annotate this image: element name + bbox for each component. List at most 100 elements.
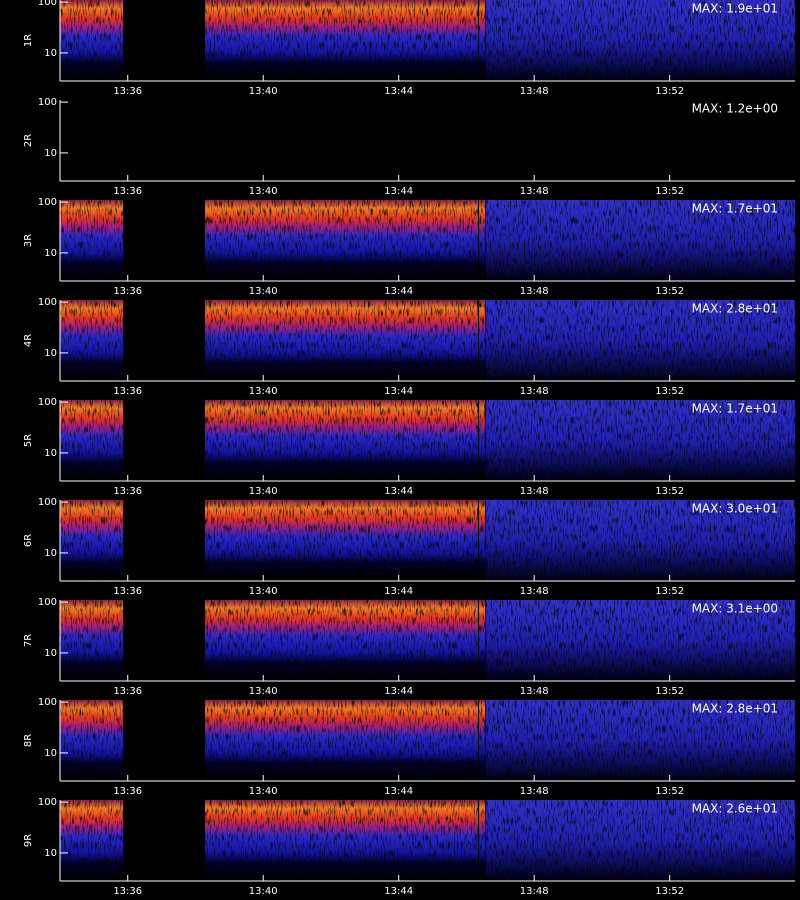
spectrogram-noise (205, 700, 478, 781)
x-tick-label: 13:40 (249, 686, 278, 697)
spectrogram-noise (60, 200, 123, 281)
x-tick-label: 13:48 (520, 686, 549, 697)
x-tick-label: 13:52 (655, 486, 684, 497)
x-tick-label: 13:44 (384, 886, 413, 897)
max-annotation: MAX: 2.8e+01 (692, 702, 778, 716)
x-tick-label: 13:36 (113, 486, 142, 497)
x-tick-label: 13:36 (113, 186, 142, 197)
x-tick-label: 13:36 (113, 886, 142, 897)
y-axis-label: 9R (23, 834, 34, 847)
x-tick-label: 13:36 (113, 86, 142, 97)
spectrogram-noise (479, 400, 485, 481)
spectrogram-noise (486, 600, 795, 681)
x-tick-label: 13:40 (249, 86, 278, 97)
x-tick-label: 13:40 (249, 886, 278, 897)
spectrogram-noise (486, 0, 795, 81)
spectrogram-noise (60, 800, 123, 881)
spectrogram-noise (205, 300, 478, 381)
x-tick-label: 13:40 (249, 286, 278, 297)
spectrogram-noise (486, 800, 795, 881)
y-tick-label: 100 (38, 597, 57, 608)
x-tick-label: 13:52 (655, 386, 684, 397)
max-annotation: MAX: 2.8e+01 (692, 302, 778, 316)
spectrogram-noise (205, 600, 478, 681)
x-tick-label: 13:52 (655, 186, 684, 197)
y-tick-label: 100 (38, 197, 57, 208)
x-tick-label: 13:52 (655, 286, 684, 297)
spectrogram-noise (205, 200, 478, 281)
x-tick-label: 13:40 (249, 386, 278, 397)
x-tick-label: 13:48 (520, 586, 549, 597)
x-tick-label: 13:44 (384, 386, 413, 397)
x-tick-label: 13:40 (249, 186, 278, 197)
max-annotation: MAX: 1.2e+00 (692, 102, 778, 116)
x-tick-label: 13:36 (113, 286, 142, 297)
spectrogram-noise (60, 500, 123, 581)
x-tick-label: 13:44 (384, 186, 413, 197)
y-axis-label: 7R (23, 634, 34, 647)
max-annotation: MAX: 2.6e+01 (692, 802, 778, 816)
y-axis-label: 5R (23, 434, 34, 447)
x-tick-label: 13:40 (249, 486, 278, 497)
x-tick-label: 13:44 (384, 586, 413, 597)
y-axis-label: 1R (23, 34, 34, 47)
spectrogram-noise (60, 400, 123, 481)
max-annotation: MAX: 1.9e+01 (692, 2, 778, 16)
x-tick-label: 13:44 (384, 86, 413, 97)
y-axis-label: 8R (23, 734, 34, 747)
max-annotation: MAX: 1.7e+01 (692, 202, 778, 216)
y-tick-label: 100 (38, 97, 57, 108)
spectrogram-noise (479, 200, 485, 281)
y-axis-label: 4R (23, 334, 34, 347)
y-axis-label: 6R (23, 534, 34, 547)
max-annotation: MAX: 1.7e+01 (692, 402, 778, 416)
x-tick-label: 13:44 (384, 686, 413, 697)
y-tick-label: 10 (44, 848, 57, 859)
y-axis-label: 2R (23, 134, 34, 147)
spectrogram-noise (486, 700, 795, 781)
x-tick-label: 13:48 (520, 86, 549, 97)
spectrogram-noise (479, 800, 485, 881)
x-tick-label: 13:36 (113, 386, 142, 397)
y-tick-label: 10 (44, 248, 57, 259)
spectrogram-noise (60, 300, 123, 381)
spectrogram-noise (479, 300, 485, 381)
x-tick-label: 13:52 (655, 886, 684, 897)
y-tick-label: 100 (38, 497, 57, 508)
y-tick-label: 100 (38, 397, 57, 408)
spectrogram-noise (479, 700, 485, 781)
x-tick-label: 13:48 (520, 786, 549, 797)
spectrogram-noise (60, 600, 123, 681)
spectrogram-noise (486, 200, 795, 281)
x-tick-label: 13:44 (384, 786, 413, 797)
spectrogram-noise (205, 400, 478, 481)
spectrogram-noise (486, 300, 795, 381)
y-tick-label: 10 (44, 348, 57, 359)
x-tick-label: 13:48 (520, 286, 549, 297)
x-tick-label: 13:52 (655, 86, 684, 97)
max-annotation: MAX: 3.1e+00 (692, 602, 778, 616)
y-tick-label: 100 (38, 297, 57, 308)
x-tick-label: 13:52 (655, 686, 684, 697)
x-tick-label: 13:40 (249, 586, 278, 597)
x-tick-label: 13:48 (520, 186, 549, 197)
y-tick-label: 10 (44, 748, 57, 759)
x-tick-label: 13:40 (249, 786, 278, 797)
spectrogram-noise (479, 0, 485, 81)
spectrogram-noise (205, 800, 478, 881)
y-tick-label: 10 (44, 548, 57, 559)
x-tick-label: 13:36 (113, 686, 142, 697)
y-tick-label: 100 (38, 0, 57, 8)
x-tick-label: 13:52 (655, 786, 684, 797)
y-tick-label: 10 (44, 648, 57, 659)
y-tick-label: 10 (44, 448, 57, 459)
spectrogram-noise (479, 500, 485, 581)
y-tick-label: 10 (44, 48, 57, 59)
x-tick-label: 13:36 (113, 786, 142, 797)
y-tick-label: 100 (38, 697, 57, 708)
spectrogram-noise (205, 0, 478, 81)
spectrogram-noise (486, 500, 795, 581)
spectrogram-noise (479, 600, 485, 681)
x-tick-label: 13:44 (384, 486, 413, 497)
